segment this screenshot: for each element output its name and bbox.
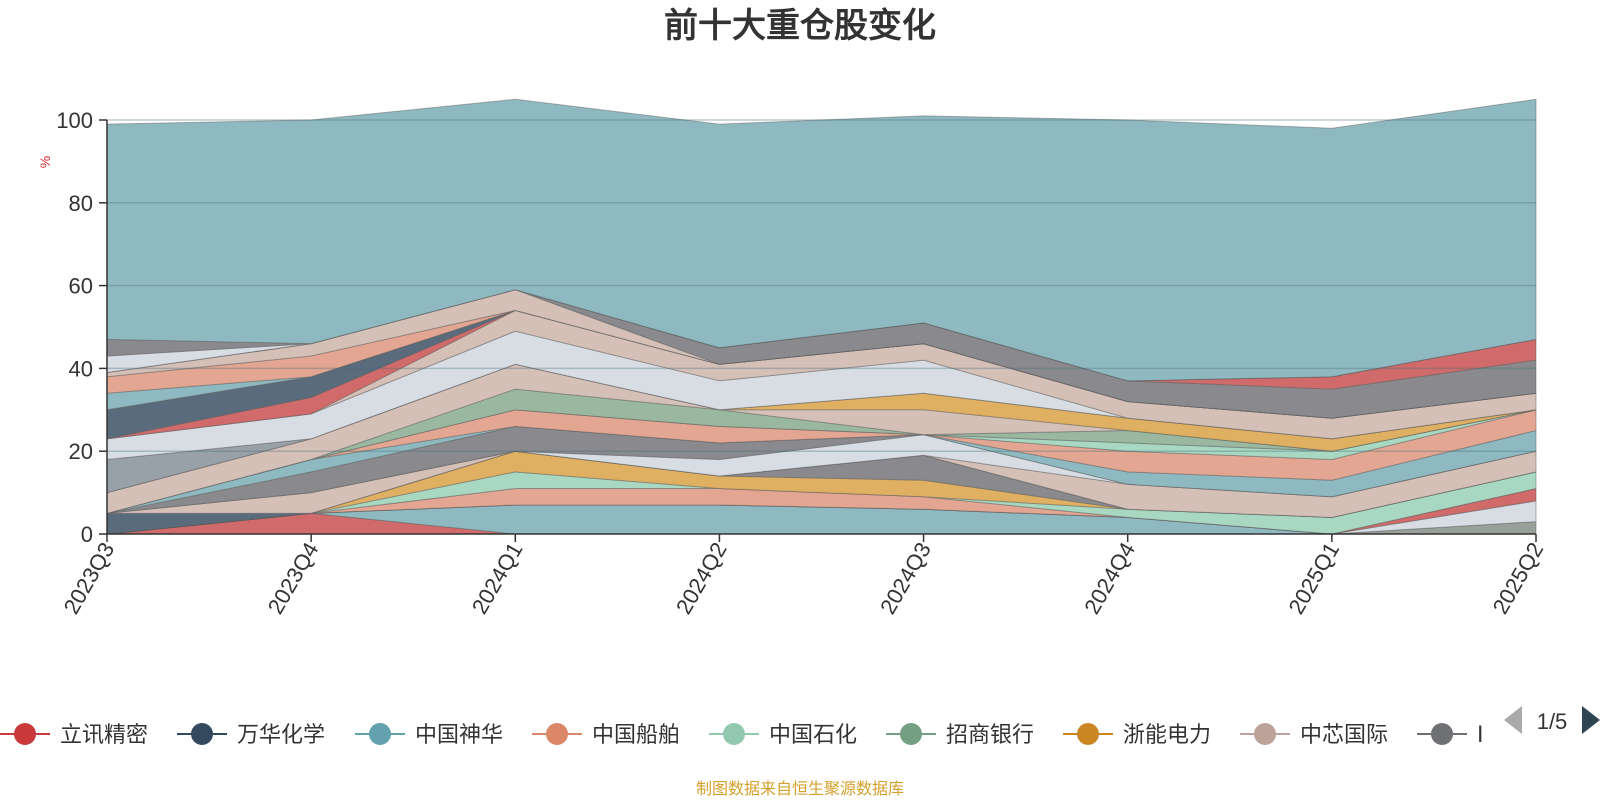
legend-marker-icon: [900, 723, 922, 745]
area-series-27: [106, 289, 1537, 419]
legend-pager: 1/5: [1504, 706, 1600, 734]
legend-marker-icon: [1077, 723, 1099, 745]
legend-item-2[interactable]: 中国神华: [355, 723, 503, 748]
legend-item-7[interactable]: 中芯国际: [1240, 723, 1388, 748]
legend-label: 中国船舶: [592, 723, 680, 748]
legend-marker-icon: [14, 723, 36, 745]
x-tick-label: 2025Q1: [1283, 538, 1344, 618]
legend-marker-icon: [546, 723, 568, 745]
y-tick-label: 80: [69, 191, 93, 216]
legend-label: 立讯精密: [60, 723, 148, 748]
x-tick-label: 2024Q3: [875, 538, 936, 618]
legend-marker-icon: [723, 723, 745, 745]
legend-item-1[interactable]: 万华化学: [177, 723, 325, 748]
legend-item-3[interactable]: 中国船舶: [532, 723, 680, 748]
legend-item-8[interactable]: I: [1417, 723, 1484, 748]
area-series-10: [106, 450, 1537, 518]
x-tick-label: 2023Q4: [263, 538, 324, 618]
area-series-6: [106, 471, 1537, 535]
x-tick-label: 2023Q3: [59, 538, 120, 618]
legend-label: 招商银行: [946, 723, 1034, 748]
legend-prev-page-icon[interactable]: [1504, 706, 1522, 734]
area-series-28: [106, 289, 1537, 390]
area-series-21: [106, 309, 1537, 440]
y-tick-label: 0: [81, 522, 93, 547]
x-tick-label: 2025Q2: [1488, 538, 1549, 618]
legend-item-6[interactable]: 浙能电力: [1063, 723, 1211, 748]
x-tick-label: 2024Q4: [1079, 538, 1140, 618]
area-series-31: [106, 98, 1537, 382]
data-source-note: 制图数据来自恒生聚源数据库: [696, 779, 904, 798]
x-tick-label: 2024Q2: [671, 538, 732, 618]
x-ticks: 2023Q3 2023Q4 2024Q1 2024Q2 2024Q3 2024Q4 2025…: [59, 534, 1549, 618]
grid-lines: [107, 119, 1536, 452]
y-ticks: 0 20 40 60 80 100: [56, 108, 107, 547]
legend-item-5[interactable]: 招商银行: [886, 723, 1034, 748]
legend-label: 万华化学: [237, 723, 325, 748]
legend-item-4[interactable]: 中国石化: [709, 723, 857, 748]
legend-label: 中芯国际: [1300, 723, 1388, 748]
y-tick-label: 20: [69, 439, 93, 464]
chart-title: 前十大重仓股变化: [664, 6, 936, 46]
legend-marker-icon: [1431, 723, 1453, 745]
y-tick-label: 60: [69, 274, 93, 299]
legend-page-indicator: 1/5: [1537, 709, 1568, 734]
area-series-13: [106, 425, 1537, 514]
legend-label: 浙能电力: [1123, 723, 1211, 748]
area-series-group: [106, 98, 1537, 535]
y-axis-label: %: [37, 156, 53, 168]
legend-item-0[interactable]: 立讯精密: [0, 723, 148, 748]
legend-label: 中国神华: [415, 723, 503, 748]
y-tick-label: 40: [69, 356, 93, 381]
legend-marker-icon: [191, 723, 213, 745]
axes: [106, 120, 1536, 535]
x-tick-label: 2024Q1: [467, 538, 528, 618]
legend-marker-icon: [1254, 723, 1276, 745]
legend: 立讯精密 万华化学 中国神华 中国船舶 中国石化 招商银行 浙能电力 中芯国际 I: [0, 723, 1484, 748]
legend-label: I: [1477, 723, 1484, 748]
legend-label: 中国石化: [769, 723, 857, 748]
legend-next-page-icon[interactable]: [1582, 706, 1600, 734]
legend-marker-icon: [369, 723, 391, 745]
y-tick-label: 100: [56, 108, 93, 133]
